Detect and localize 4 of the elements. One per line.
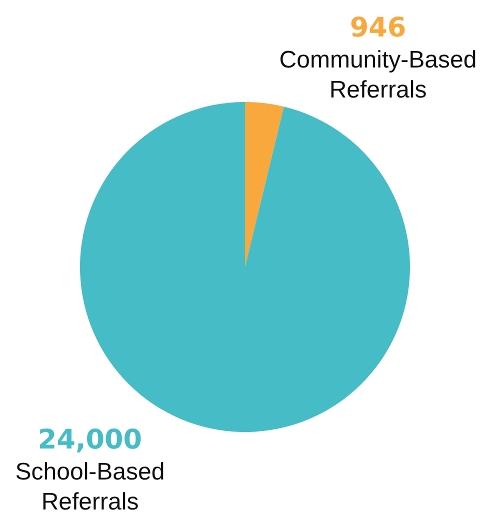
data-label: 24,000: [38, 424, 142, 456]
slice-label: Community-Based Referrals: [279, 46, 477, 104]
data-label: 946: [350, 12, 406, 44]
slice-label: School-Based Referrals: [15, 458, 165, 516]
